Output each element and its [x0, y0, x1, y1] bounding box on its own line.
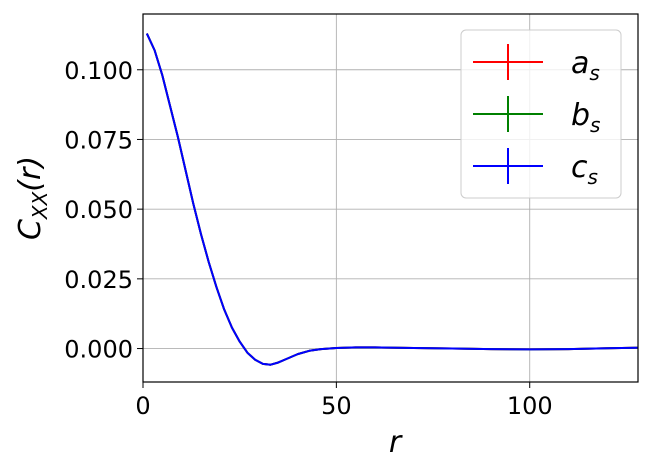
legend-label-a: as: [571, 46, 600, 85]
y-tick-label: 0.100: [64, 57, 133, 85]
legend-label-main: c: [571, 150, 588, 185]
svg-text:CXX(r): CXX(r): [13, 156, 52, 240]
y-axis-label-tail: (r): [13, 156, 48, 192]
y-axis-label-subscript: XX: [28, 190, 52, 220]
series-layer: [145, 33, 638, 366]
series-line-c: [145, 33, 638, 366]
y-axis-label-main: C: [13, 219, 48, 240]
x-axis-label: r: [389, 425, 403, 460]
legend-label-main: a: [571, 46, 589, 81]
y-tick-label: 0.000: [64, 336, 133, 364]
y-tick-label: 0.075: [64, 126, 133, 154]
plot-frame: [142, 13, 639, 383]
y-tick-label: 0.050: [64, 196, 133, 224]
legend-label-b: bs: [571, 98, 600, 137]
x-tick-label: 0: [135, 392, 150, 420]
legend-label-main: b: [571, 98, 590, 133]
x-tick-label: 50: [321, 392, 352, 420]
tick-layer: 0 50 100 0.000 0.025 0.050 0.075 0.100: [64, 57, 552, 420]
legend-label-c: cs: [571, 150, 598, 189]
y-axis-label: CXX(r): [13, 156, 52, 240]
legend-label-subscript: s: [590, 113, 600, 137]
legend-label-subscript: s: [589, 61, 599, 85]
y-tick-label: 0.025: [64, 266, 133, 294]
x-tick-label: 100: [507, 392, 553, 420]
legend-label-subscript: s: [588, 165, 598, 189]
